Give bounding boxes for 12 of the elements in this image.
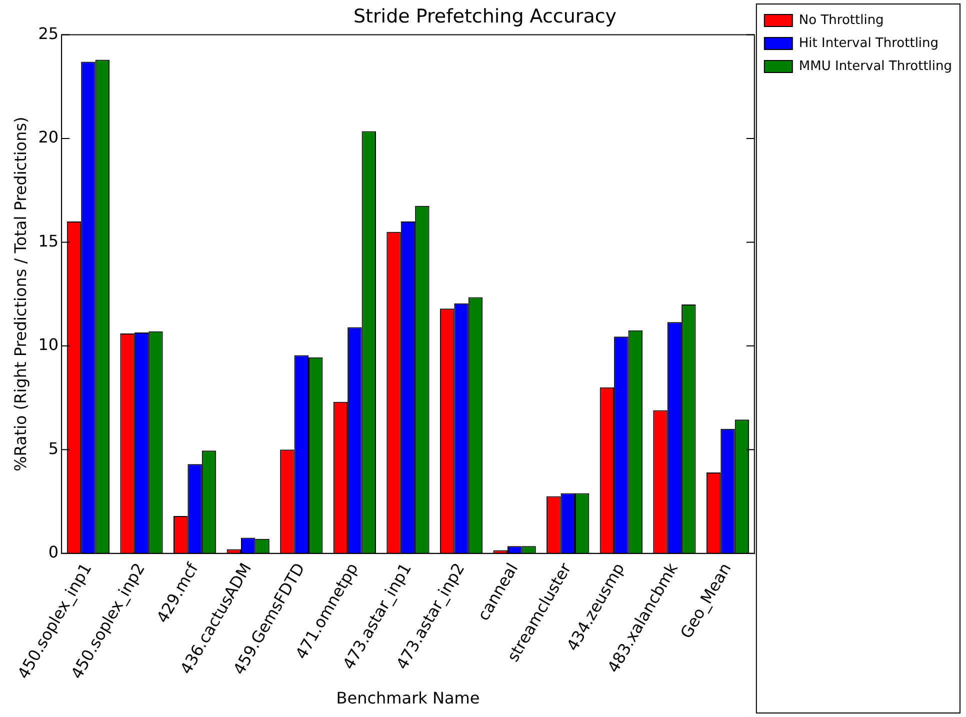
x-axis-title: Benchmark Name (336, 688, 480, 708)
y-tick-label: 20 (38, 128, 59, 147)
y-tick-label: 10 (38, 335, 59, 354)
legend-label: No Throttling (798, 12, 884, 28)
y-tick-label: 0 (48, 542, 59, 562)
y-axis-title: %Ratio (Right Predictions / Total Predictions) (10, 116, 30, 472)
legend-label: MMU Interval Throttling (798, 58, 952, 74)
y-tick-label: 25 (38, 24, 59, 43)
y-tick-label: 15 (38, 231, 59, 250)
chart-title: Stride Prefetching Accuracy (353, 5, 617, 28)
y-tick-label: 5 (48, 438, 59, 458)
legend-label: Hit Interval Throttling (798, 36, 939, 51)
